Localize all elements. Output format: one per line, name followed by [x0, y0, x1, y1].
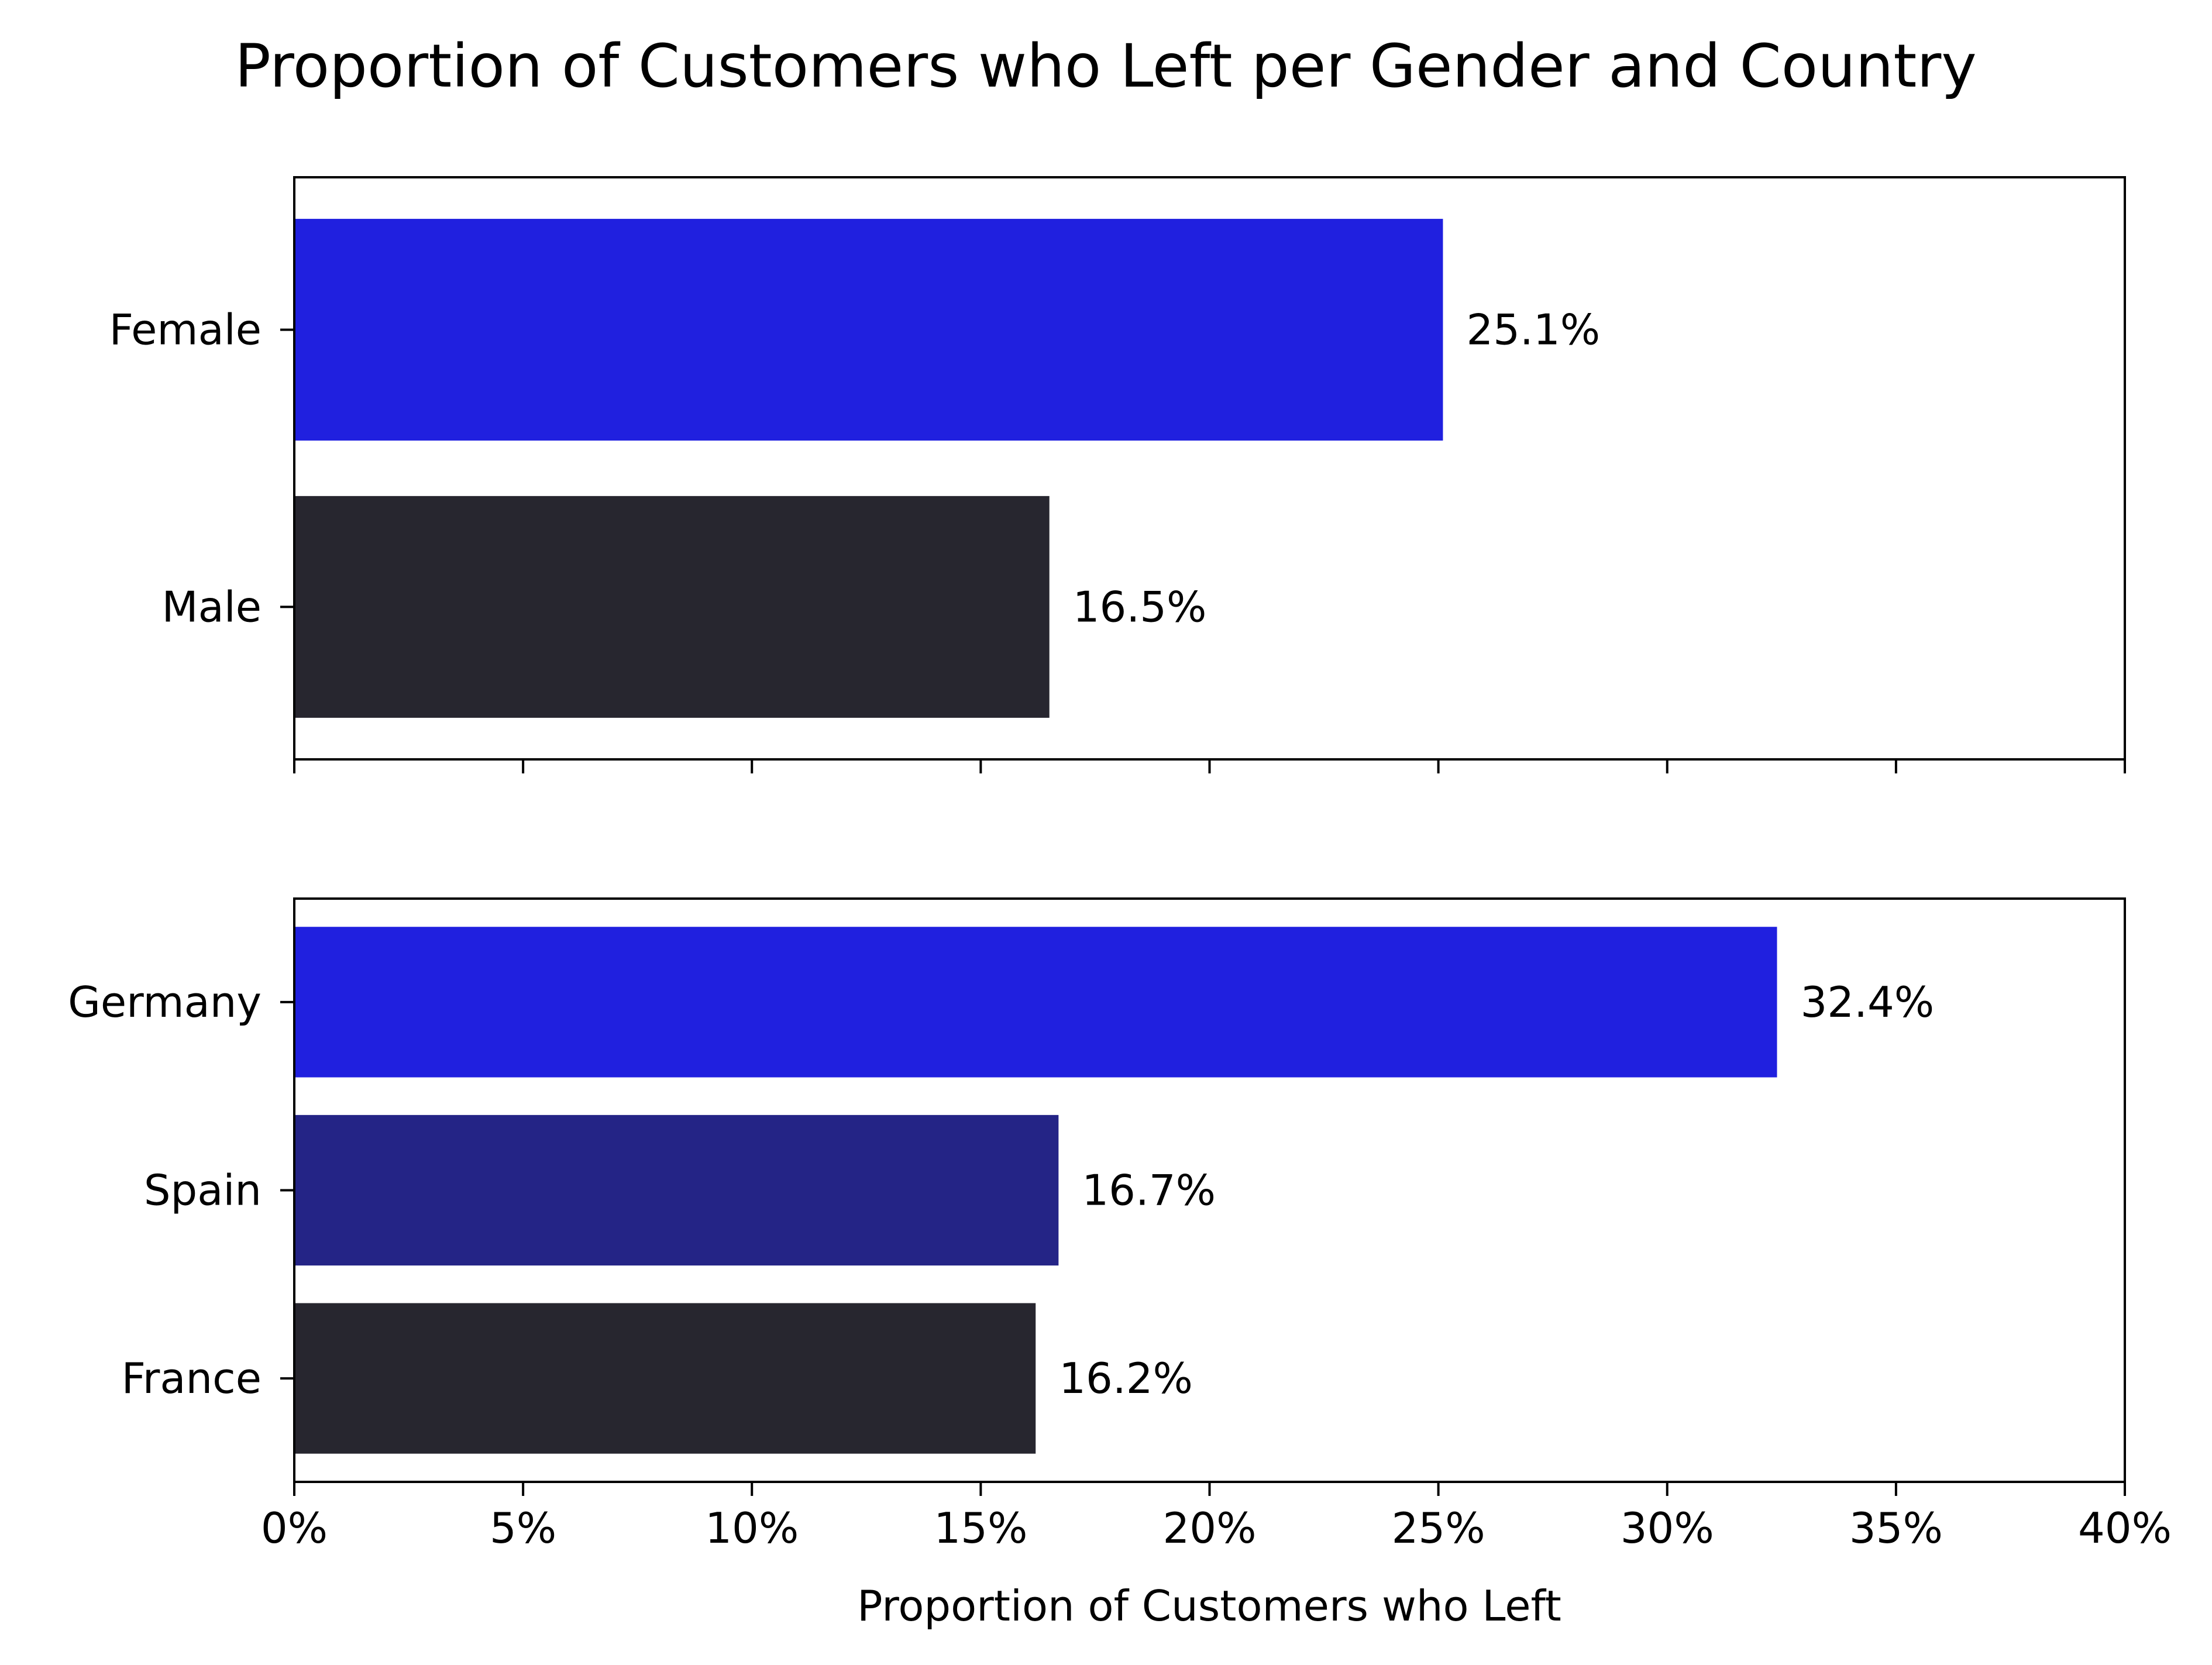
bar-male [294, 496, 1050, 718]
x-tick-label-3: 15% [934, 1504, 1027, 1553]
bar-value-label-male: 16.5% [1073, 582, 1207, 631]
bar-value-label-germany: 32.4% [1800, 978, 1934, 1027]
bar-female [294, 219, 1443, 441]
panels: 25.1% Female 16.5% Male 32.4% Germany 16.7% Spa… [68, 176, 2172, 1553]
bar-germany [294, 927, 1777, 1078]
y-tick-label-germany: Germany [68, 978, 262, 1027]
x-tick-label-6: 30% [1621, 1504, 1714, 1553]
x-tick-label-4: 20% [1162, 1504, 1256, 1553]
axes-frame-country [293, 897, 2126, 1483]
y-tick-label-female: Female [109, 305, 262, 355]
x-tick-label-8: 40% [2078, 1504, 2172, 1553]
panel-gender: 25.1% Female 16.5% Male [109, 176, 2126, 773]
axes-frame-gender [293, 176, 2126, 761]
y-tick-label-spain: Spain [144, 1166, 262, 1215]
panel-country: 32.4% Germany 16.7% Spain 16.2% France [68, 897, 2126, 1496]
x-tick-label-2: 10% [705, 1504, 799, 1553]
x-tick-label-7: 35% [1849, 1504, 1943, 1553]
bar-value-label-france: 16.2% [1059, 1354, 1193, 1403]
chart-title: Proportion of Customers who Left per Gen… [235, 32, 1976, 101]
y-tick-label-france: France [122, 1354, 262, 1403]
x-axis-label: Proportion of Customers who Left [857, 1581, 1561, 1630]
x-tick-label-5: 25% [1392, 1504, 1485, 1553]
y-tick-label-male: Male [161, 582, 262, 631]
bar-value-label-female: 25.1% [1466, 305, 1600, 355]
bar-france [294, 1303, 1036, 1454]
bar-spain [294, 1114, 1059, 1266]
x-tick-labels: 0% 5% 10% 15% 20% 25% 30% 35% 40% [261, 1504, 2172, 1553]
bar-value-label-spain: 16.7% [1082, 1166, 1216, 1215]
x-tick-label-1: 5% [490, 1504, 556, 1553]
x-tick-label-0: 0% [261, 1504, 328, 1553]
